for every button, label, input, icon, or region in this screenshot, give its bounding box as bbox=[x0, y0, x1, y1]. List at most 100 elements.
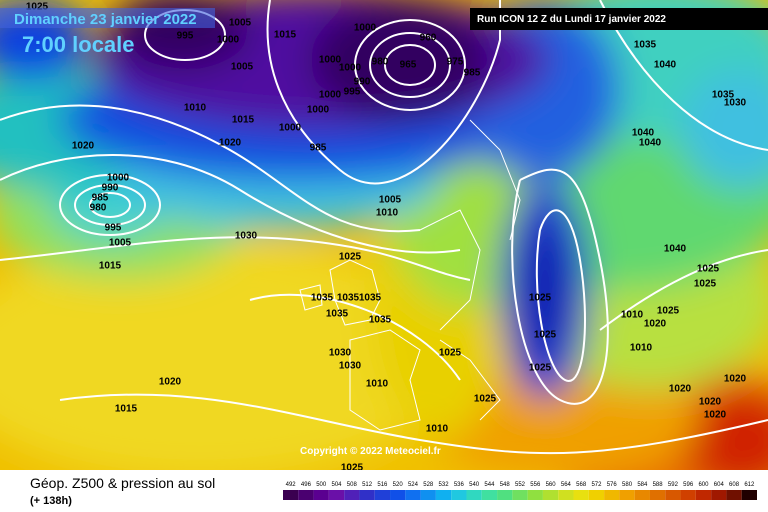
legend-swatch bbox=[573, 490, 589, 500]
isobar-label: 1035 bbox=[712, 90, 735, 101]
legend-level: 512 bbox=[362, 482, 373, 488]
legend-level: 540 bbox=[469, 482, 480, 488]
run-info: Run ICON 12 Z du Lundi 17 janvier 2022 bbox=[477, 14, 666, 25]
legend-swatch bbox=[298, 490, 314, 500]
isobar-label: 1010 bbox=[376, 208, 399, 219]
legend-swatch bbox=[695, 490, 712, 500]
legend-level: 504 bbox=[332, 482, 343, 488]
isobar-label: 1035 bbox=[369, 315, 392, 326]
legend-level: 516 bbox=[377, 482, 388, 488]
legend-swatch bbox=[726, 490, 742, 500]
legend-level: 576 bbox=[607, 482, 618, 488]
isobar-label: 995 bbox=[177, 31, 194, 42]
isobar-label: 1000 bbox=[319, 55, 342, 66]
run-banner bbox=[470, 8, 768, 30]
legend-swatch bbox=[481, 490, 498, 500]
legend-swatch bbox=[741, 490, 757, 500]
legend-level: 612 bbox=[744, 482, 755, 488]
legend-level: 500 bbox=[316, 482, 327, 488]
legend-swatch bbox=[390, 490, 406, 500]
isobar-label: 1040 bbox=[654, 60, 677, 71]
legend-swatch bbox=[619, 490, 635, 500]
color-legend: 492 496 500 504 508 512 516 520 524 528 532 536 540 5… bbox=[283, 482, 757, 500]
isobar-label: 1040 bbox=[664, 244, 687, 255]
isobar-label: 965 bbox=[400, 60, 417, 71]
coastlines bbox=[299, 119, 521, 431]
isobar-label: 1000 bbox=[107, 173, 130, 184]
legend-swatch bbox=[588, 490, 605, 500]
legend-swatch bbox=[420, 490, 436, 500]
isobar-label: 1000 bbox=[307, 105, 330, 116]
isobar-label: 995 bbox=[105, 223, 122, 234]
legend-swatch bbox=[604, 490, 620, 500]
isobar-label: 1025 bbox=[529, 293, 552, 304]
isobar-label: 1035 bbox=[311, 293, 334, 304]
legend-level: 568 bbox=[576, 482, 587, 488]
legend-swatch bbox=[542, 490, 559, 500]
lead-time: (+ 138h) bbox=[30, 495, 72, 507]
isobar-label: 1035 bbox=[634, 40, 657, 51]
legend-swatch bbox=[359, 490, 375, 500]
isobar-label: 1020 bbox=[704, 410, 727, 421]
isobar-label: 990 bbox=[354, 77, 371, 88]
legend-level: 552 bbox=[515, 482, 526, 488]
legend-swatch bbox=[558, 490, 574, 500]
legend-level: 544 bbox=[484, 482, 495, 488]
isobar-label: 1020 bbox=[724, 374, 747, 385]
isobar-label: 985 bbox=[464, 68, 481, 79]
isobar-label: 1030 bbox=[235, 231, 258, 242]
isobar-label: 975 bbox=[447, 57, 464, 68]
legend-level: 524 bbox=[408, 482, 419, 488]
isobar-labels: 1025995100510001005101510009601000100098… bbox=[26, 2, 747, 470]
isobar-label: 1010 bbox=[621, 310, 644, 321]
isobar-label: 980 bbox=[372, 57, 389, 68]
legend-level: 520 bbox=[393, 482, 404, 488]
legend-level: 580 bbox=[622, 482, 633, 488]
legend-level: 584 bbox=[637, 482, 648, 488]
isobar-label: 1000 bbox=[354, 23, 377, 34]
isobar-label: 1000 bbox=[217, 35, 240, 46]
isobar-label: 1040 bbox=[639, 138, 662, 149]
legend-level: 600 bbox=[698, 482, 709, 488]
isobar-label: 1005 bbox=[109, 238, 132, 249]
legend-swatch bbox=[435, 490, 452, 500]
legend-level: 492 bbox=[286, 482, 297, 488]
isobar-label: 960 bbox=[420, 33, 437, 44]
isobar-label: 1025 bbox=[339, 252, 362, 263]
legend-swatch bbox=[680, 490, 696, 500]
legend-swatch bbox=[665, 490, 681, 500]
legend-level: 604 bbox=[714, 482, 725, 488]
isobar-label: 1000 bbox=[279, 123, 302, 134]
isobar-label: 1035 bbox=[359, 293, 382, 304]
legend-swatch bbox=[451, 490, 467, 500]
isobar-label: 1035 bbox=[326, 309, 349, 320]
legend-level: 608 bbox=[729, 482, 740, 488]
legend-level: 556 bbox=[530, 482, 541, 488]
isobar-label: 1020 bbox=[644, 319, 667, 330]
isobar-label: 1015 bbox=[274, 30, 297, 41]
isobar-label: 985 bbox=[310, 143, 327, 154]
isobar-label: 1025 bbox=[529, 363, 552, 374]
isobar-label: 1000 bbox=[319, 90, 342, 101]
legend-level: 588 bbox=[653, 482, 664, 488]
isobar-label: 1025 bbox=[657, 306, 680, 317]
isobar-label: 1030 bbox=[339, 361, 362, 372]
isobar-label: 1025 bbox=[439, 348, 462, 359]
legend-swatch bbox=[313, 490, 329, 500]
legend-swatch bbox=[344, 490, 360, 500]
isobar-label: 1025 bbox=[697, 264, 720, 275]
legend-swatch bbox=[466, 490, 482, 500]
legend-level: 592 bbox=[668, 482, 679, 488]
legend-level: 560 bbox=[546, 482, 557, 488]
legend-swatch bbox=[634, 490, 650, 500]
legend-swatch bbox=[374, 490, 391, 500]
legend-level: 532 bbox=[439, 482, 450, 488]
legend-level: 508 bbox=[347, 482, 358, 488]
isobar-label: 995 bbox=[344, 87, 361, 98]
legend-swatch bbox=[527, 490, 543, 500]
isobar-label: 1015 bbox=[232, 115, 255, 126]
legend-swatch bbox=[283, 490, 299, 500]
isobar-label: 1020 bbox=[72, 141, 95, 152]
